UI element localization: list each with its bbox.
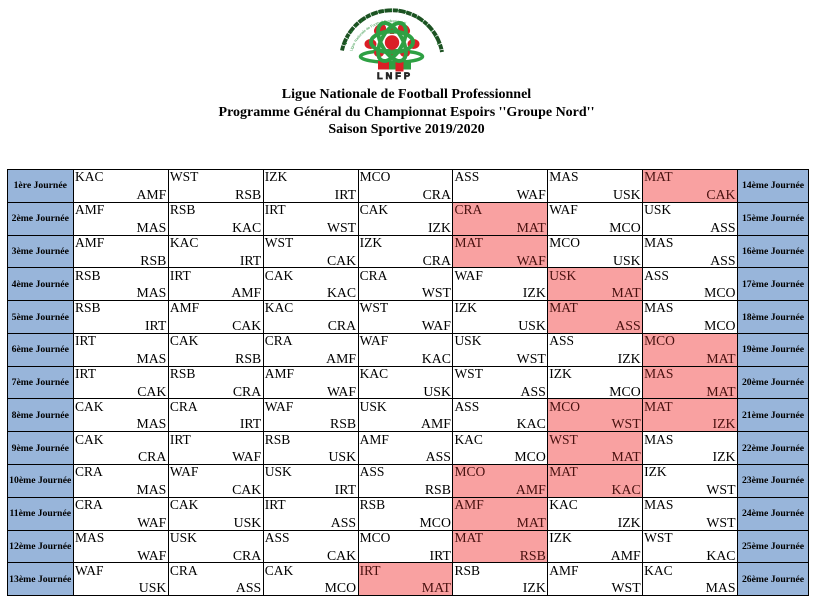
svg-text:LNFP: LNFP <box>377 71 413 81</box>
